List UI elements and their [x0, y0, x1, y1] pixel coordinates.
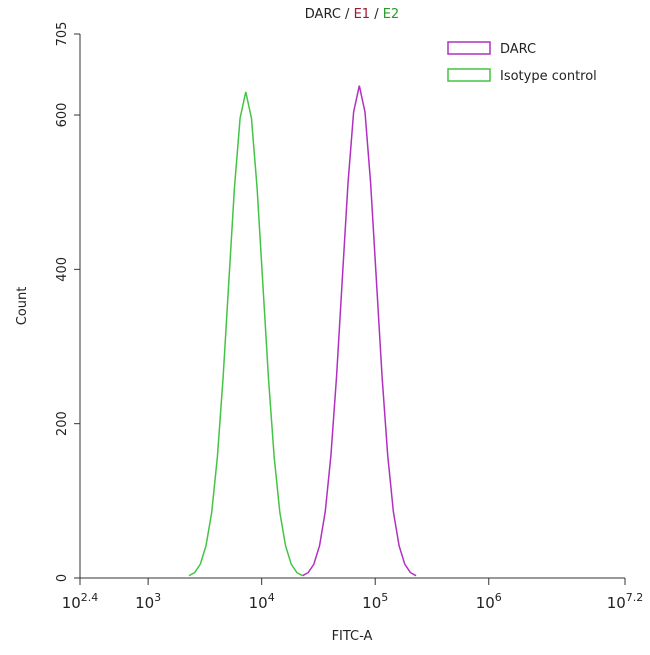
y-tick-label: 400	[55, 257, 70, 282]
x-axis-label: FITC-A	[332, 629, 373, 644]
x-tick-exp: 5	[381, 591, 388, 604]
x-tick-exp: 3	[154, 591, 161, 604]
x-tick-exp: 7.2	[626, 591, 644, 604]
histogram-line	[188, 91, 303, 577]
x-tick-label: 107.2	[607, 591, 644, 612]
x-tick-label: 106	[476, 591, 502, 612]
title-part: /	[370, 7, 383, 22]
legend-label: DARC	[500, 42, 536, 57]
x-tick-base: 10	[62, 594, 81, 612]
x-tick-exp: 4	[268, 591, 275, 604]
chart-title: DARC / E1 / E2	[305, 7, 399, 22]
legend-swatch	[447, 41, 491, 55]
x-tick-base: 10	[607, 594, 626, 612]
legend-label: Isotype control	[500, 69, 597, 84]
x-tick-base: 10	[362, 594, 381, 612]
y-axis-label: Count	[15, 287, 30, 326]
x-tick-exp: 6	[495, 591, 502, 604]
x-tick-label: 104	[249, 591, 275, 612]
title-part: E2	[383, 7, 400, 22]
y-tick-label: 200	[55, 411, 70, 436]
y-tick-label: 600	[55, 103, 70, 128]
x-tick-label: 105	[362, 591, 388, 612]
title-part: DARC	[305, 7, 341, 22]
x-tick-base: 10	[249, 594, 268, 612]
x-tick-label: 103	[135, 591, 161, 612]
x-tick-base: 10	[135, 594, 154, 612]
legend-swatch	[447, 68, 491, 82]
title-part: E1	[354, 7, 371, 22]
histogram-line	[302, 85, 417, 577]
x-tick-base: 10	[476, 594, 495, 612]
y-tick-label: 705	[55, 22, 70, 47]
x-tick-label: 102.4	[62, 591, 99, 612]
y-tick-label: 0	[55, 574, 70, 582]
x-tick-exp: 2.4	[81, 591, 99, 604]
title-part: /	[341, 7, 354, 22]
